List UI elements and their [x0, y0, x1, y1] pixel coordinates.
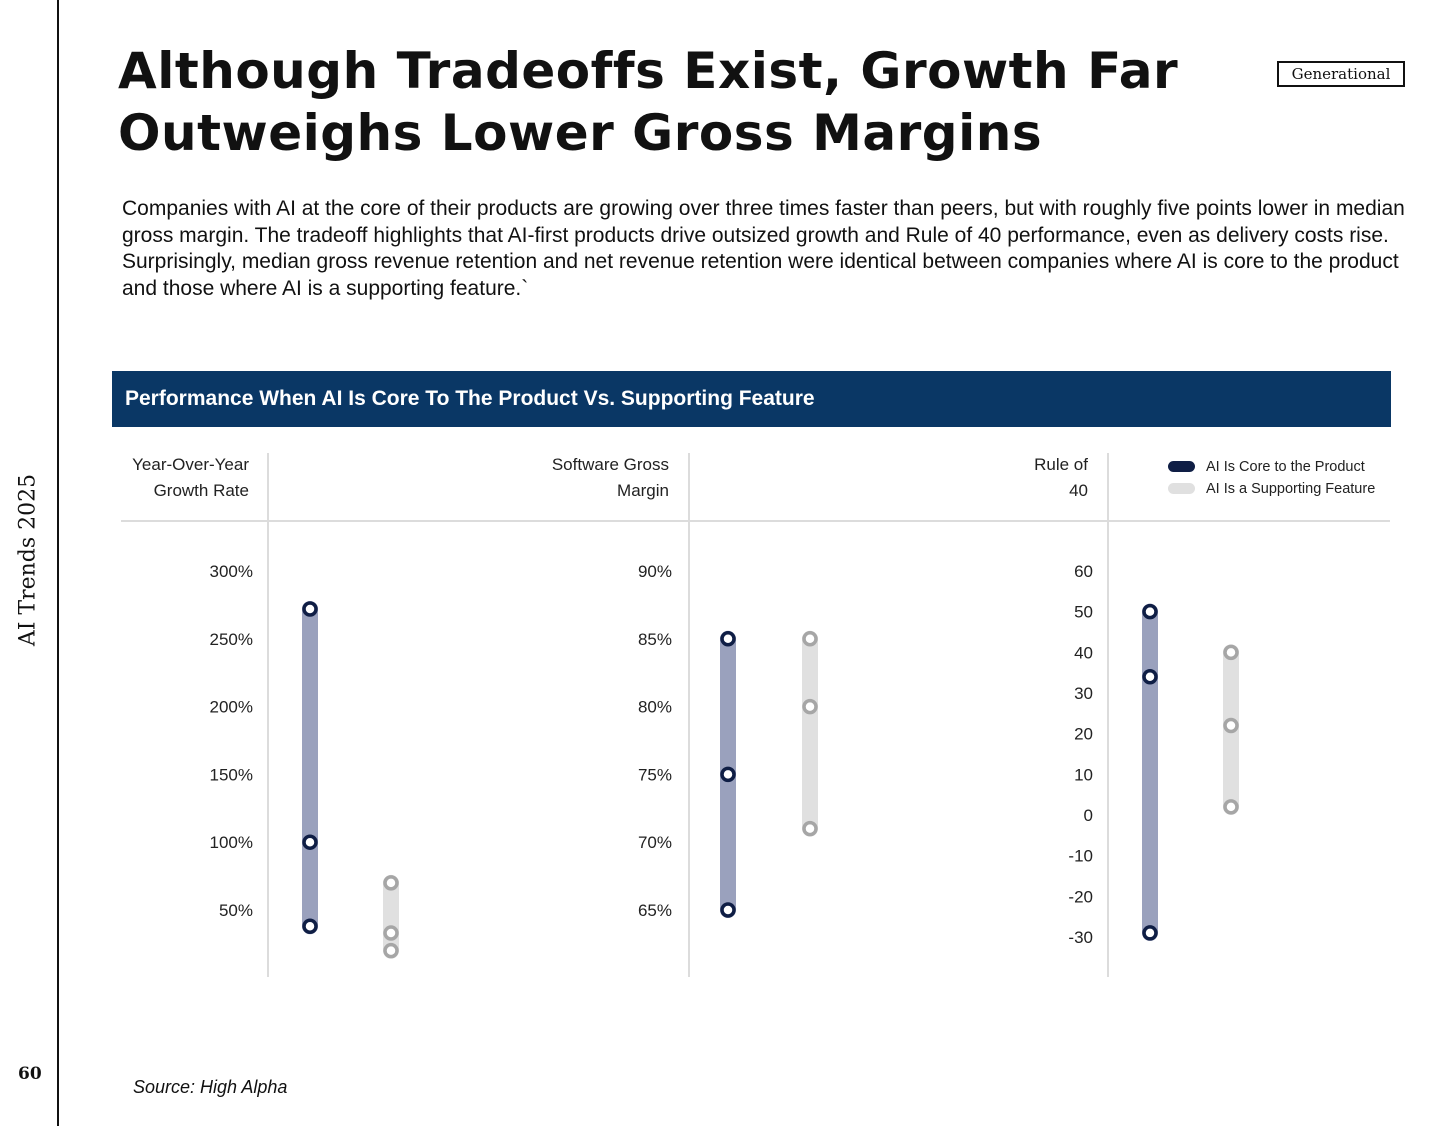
- brand-logo: Generational: [1277, 61, 1405, 87]
- chart-title: Performance When AI Is Core To The Produ…: [112, 371, 1391, 427]
- supporting-median-point: [1223, 717, 1239, 734]
- source-note: Source: High Alpha: [133, 1077, 288, 1097]
- core-high-point: [720, 631, 736, 647]
- y-tick-label: 300%: [210, 562, 253, 581]
- panel-title-line: Rule of: [1034, 455, 1088, 474]
- legend-swatch: [1168, 461, 1195, 472]
- y-tick-label: 100%: [210, 833, 253, 852]
- y-tick-label: 250%: [210, 630, 253, 649]
- core-low-point: [302, 918, 318, 935]
- side-rule: [57, 0, 59, 1126]
- core-median-point: [1142, 668, 1158, 685]
- legend-label: AI Is a Supporting Feature: [1206, 481, 1375, 497]
- y-tick-label: 80%: [638, 698, 672, 717]
- supporting-high-point: [1223, 644, 1239, 661]
- core-high-point: [1142, 603, 1158, 620]
- y-tick-label: 150%: [210, 765, 253, 784]
- core-low-point: [720, 902, 736, 918]
- panel-title-line: Growth Rate: [154, 481, 249, 500]
- panel-title-line: 40: [1069, 481, 1088, 500]
- core-low-point: [1142, 925, 1158, 941]
- y-tick-label: -30: [1068, 928, 1093, 947]
- y-tick-label: -20: [1068, 887, 1093, 906]
- y-tick-label: 40: [1074, 643, 1093, 662]
- y-tick-label: 20: [1074, 725, 1093, 744]
- y-tick-label: 200%: [210, 698, 253, 717]
- legend-label: AI Is Core to the Product: [1206, 459, 1365, 475]
- y-tick-label: 30: [1074, 684, 1093, 703]
- legend-swatch: [1168, 483, 1195, 494]
- supporting-high-point: [383, 875, 399, 891]
- supporting-low-point: [802, 820, 818, 837]
- supporting-low-point: [383, 942, 399, 959]
- y-tick-label: -10: [1068, 847, 1093, 866]
- page-number: 60: [18, 1064, 42, 1084]
- y-tick-label: 85%: [638, 630, 672, 649]
- y-tick-label: 50: [1074, 603, 1093, 622]
- y-tick-label: 50%: [219, 901, 253, 920]
- panel-title-line: Margin: [617, 481, 669, 500]
- supporting-high-point: [802, 631, 818, 647]
- panel-title-line: Software Gross: [552, 455, 669, 474]
- y-tick-label: 75%: [638, 765, 672, 784]
- y-tick-label: 10: [1074, 765, 1093, 784]
- y-tick-label: 0: [1084, 806, 1093, 825]
- supporting-median-point: [802, 698, 818, 715]
- core-high-point: [302, 601, 318, 617]
- core-median-point: [720, 766, 736, 783]
- core-median-point: [302, 834, 318, 850]
- y-tick-label: 70%: [638, 833, 672, 852]
- supporting-median-point: [383, 925, 399, 941]
- y-tick-label: 65%: [638, 901, 672, 920]
- y-tick-label: 60: [1074, 562, 1093, 581]
- page-headline: Although Tradeoffs Exist, Growth Far Out…: [118, 42, 1179, 162]
- y-tick-label: 90%: [638, 562, 672, 581]
- panel-title-line: Year-Over-Year: [132, 455, 249, 474]
- intro-paragraph: Companies with AI at the core of their p…: [122, 197, 1405, 300]
- supporting-low-point: [1223, 799, 1239, 815]
